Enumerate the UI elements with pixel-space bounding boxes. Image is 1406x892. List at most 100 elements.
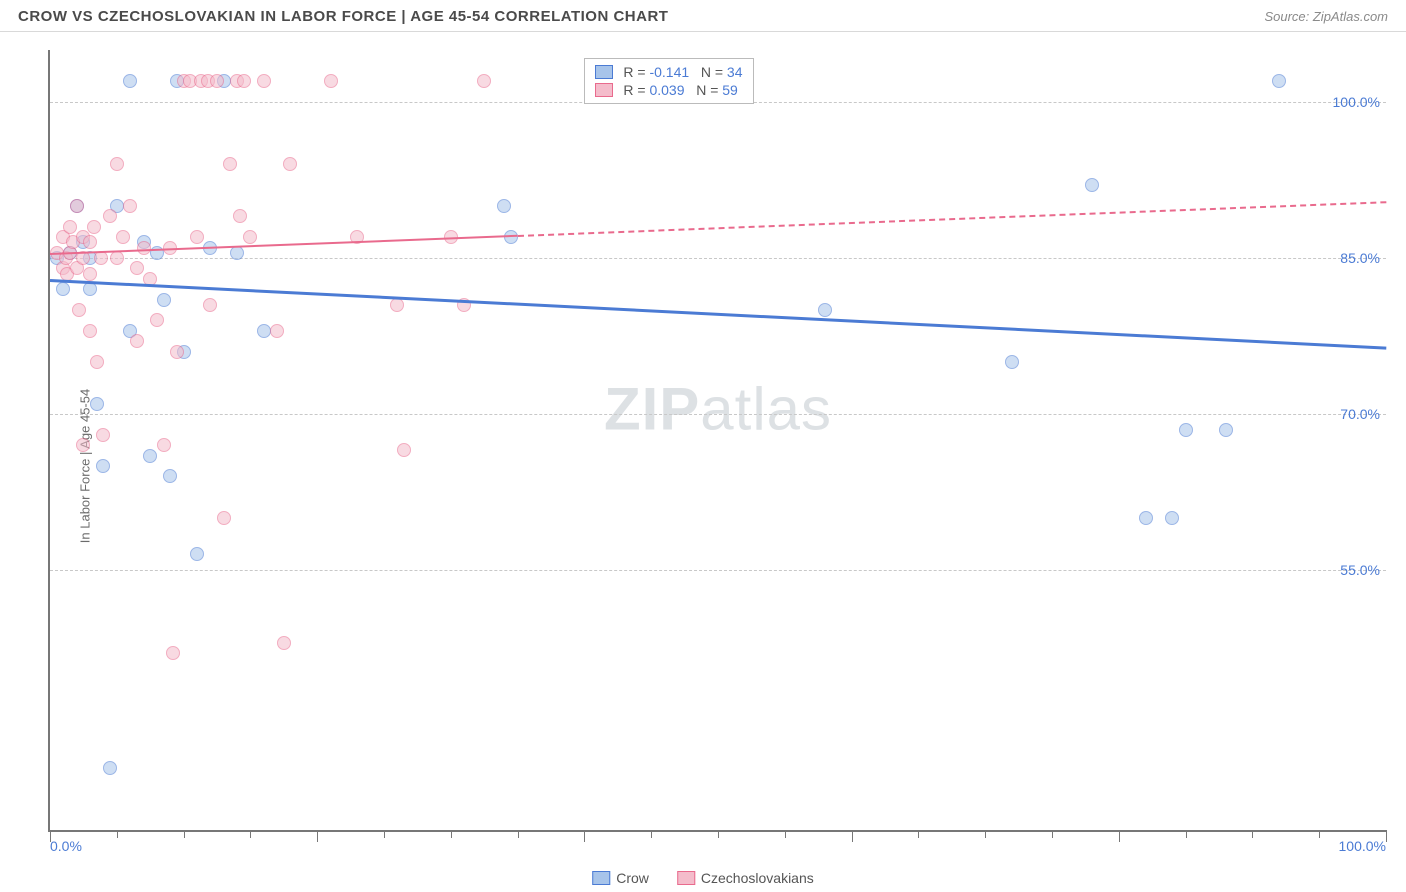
- scatter-point: [137, 241, 151, 255]
- scatter-point: [96, 428, 110, 442]
- scatter-point: [1272, 74, 1286, 88]
- scatter-point: [324, 74, 338, 88]
- legend-swatch: [595, 83, 613, 97]
- legend-swatch: [592, 871, 610, 885]
- trend-line: [50, 279, 1386, 350]
- chart-title: CROW VS CZECHOSLOVAKIAN IN LABOR FORCE |…: [18, 8, 668, 25]
- legend-item: Crow: [592, 870, 649, 886]
- x-minor-tick: [184, 830, 185, 838]
- trend-line: [518, 201, 1386, 237]
- y-tick-label: 55.0%: [1340, 562, 1380, 578]
- scatter-point: [170, 345, 184, 359]
- scatter-point: [157, 438, 171, 452]
- scatter-point: [1219, 423, 1233, 437]
- chart-container: In Labor Force | Age 45-54 ZIPatlas 100.…: [0, 40, 1406, 892]
- scatter-point: [277, 636, 291, 650]
- scatter-point: [63, 220, 77, 234]
- x-minor-tick: [718, 830, 719, 838]
- scatter-point: [497, 199, 511, 213]
- scatter-point: [110, 157, 124, 171]
- x-minor-tick: [250, 830, 251, 838]
- plot-area: ZIPatlas 100.0%85.0%70.0%55.0%0.0%100.0%…: [48, 50, 1386, 832]
- watermark: ZIPatlas: [604, 374, 832, 443]
- stats-text: R = 0.039 N = 59: [623, 82, 737, 98]
- legend-item: Czechoslovakians: [677, 870, 814, 886]
- scatter-point: [166, 646, 180, 660]
- scatter-point: [123, 199, 137, 213]
- source-citation: Source: ZipAtlas.com: [1264, 9, 1388, 24]
- scatter-point: [83, 324, 97, 338]
- x-minor-tick: [518, 830, 519, 838]
- scatter-point: [283, 157, 297, 171]
- chart-header: CROW VS CZECHOSLOVAKIAN IN LABOR FORCE |…: [0, 0, 1406, 32]
- scatter-point: [257, 74, 271, 88]
- gridline: [50, 570, 1386, 571]
- scatter-point: [103, 209, 117, 223]
- scatter-point: [1179, 423, 1193, 437]
- scatter-point: [96, 459, 110, 473]
- x-tick: [1119, 830, 1120, 842]
- scatter-point: [237, 74, 251, 88]
- gridline: [50, 258, 1386, 259]
- x-tick: [852, 830, 853, 842]
- scatter-point: [90, 355, 104, 369]
- x-tick-label: 100.0%: [1339, 838, 1386, 854]
- scatter-point: [1085, 178, 1099, 192]
- legend-swatch: [677, 871, 695, 885]
- x-tick: [317, 830, 318, 842]
- scatter-point: [83, 267, 97, 281]
- scatter-point: [397, 443, 411, 457]
- y-tick-label: 100.0%: [1333, 94, 1380, 110]
- scatter-point: [203, 298, 217, 312]
- scatter-point: [110, 251, 124, 265]
- x-minor-tick: [918, 830, 919, 838]
- scatter-point: [87, 220, 101, 234]
- x-tick: [584, 830, 585, 842]
- x-tick: [1386, 830, 1387, 842]
- scatter-point: [190, 547, 204, 561]
- legend-label: Crow: [616, 870, 649, 886]
- scatter-point: [223, 157, 237, 171]
- bottom-legend: Crow Czechoslovakians: [592, 870, 814, 886]
- stats-box: R = -0.141 N = 34 R = 0.039 N = 59: [584, 58, 753, 104]
- scatter-point: [70, 199, 84, 213]
- scatter-point: [257, 324, 271, 338]
- x-minor-tick: [384, 830, 385, 838]
- scatter-point: [123, 74, 137, 88]
- y-tick-label: 85.0%: [1340, 250, 1380, 266]
- scatter-point: [83, 235, 97, 249]
- scatter-point: [90, 397, 104, 411]
- scatter-point: [477, 74, 491, 88]
- scatter-point: [130, 334, 144, 348]
- scatter-point: [130, 261, 144, 275]
- x-minor-tick: [1052, 830, 1053, 838]
- scatter-point: [1165, 511, 1179, 525]
- gridline: [50, 414, 1386, 415]
- scatter-point: [270, 324, 284, 338]
- legend-label: Czechoslovakians: [701, 870, 814, 886]
- x-minor-tick: [117, 830, 118, 838]
- x-minor-tick: [1252, 830, 1253, 838]
- x-minor-tick: [1186, 830, 1187, 838]
- scatter-point: [150, 313, 164, 327]
- scatter-point: [390, 298, 404, 312]
- x-minor-tick: [451, 830, 452, 838]
- scatter-point: [56, 282, 70, 296]
- scatter-point: [76, 438, 90, 452]
- scatter-point: [243, 230, 257, 244]
- stats-row: R = 0.039 N = 59: [595, 81, 742, 99]
- scatter-point: [72, 303, 86, 317]
- x-minor-tick: [785, 830, 786, 838]
- scatter-point: [1005, 355, 1019, 369]
- x-minor-tick: [985, 830, 986, 838]
- y-tick-label: 70.0%: [1340, 406, 1380, 422]
- scatter-point: [818, 303, 832, 317]
- x-minor-tick: [1319, 830, 1320, 838]
- scatter-point: [233, 209, 247, 223]
- scatter-point: [157, 293, 171, 307]
- scatter-point: [103, 761, 117, 775]
- scatter-point: [163, 469, 177, 483]
- x-minor-tick: [651, 830, 652, 838]
- scatter-point: [143, 449, 157, 463]
- stats-text: R = -0.141 N = 34: [623, 64, 742, 80]
